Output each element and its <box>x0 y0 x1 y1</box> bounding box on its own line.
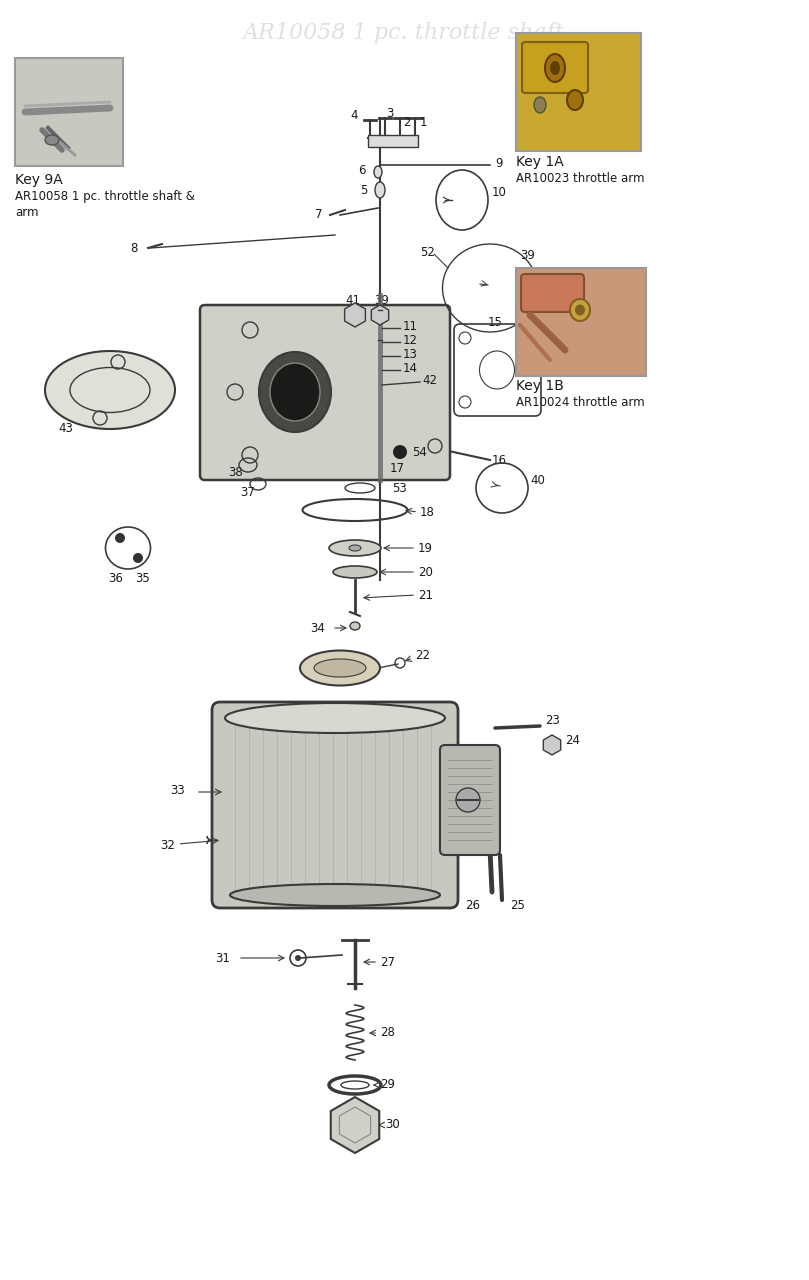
Ellipse shape <box>575 305 585 315</box>
Text: 11: 11 <box>403 320 418 333</box>
Ellipse shape <box>550 61 560 76</box>
Text: AR10058 1 pc. throttle shaft &: AR10058 1 pc. throttle shaft & <box>15 189 195 202</box>
Text: 41: 41 <box>345 293 360 306</box>
Text: 24: 24 <box>565 733 580 746</box>
Ellipse shape <box>375 182 385 198</box>
Text: 25: 25 <box>510 899 525 911</box>
Text: 19: 19 <box>418 541 433 554</box>
Circle shape <box>115 532 125 543</box>
Text: arm: arm <box>15 206 39 219</box>
Text: 26: 26 <box>465 899 480 911</box>
FancyBboxPatch shape <box>440 745 500 855</box>
Text: 36: 36 <box>108 571 123 585</box>
Text: 33: 33 <box>170 783 184 796</box>
Ellipse shape <box>374 166 382 178</box>
Text: 31: 31 <box>215 951 230 965</box>
Text: 43: 43 <box>58 421 73 434</box>
Ellipse shape <box>329 540 381 556</box>
Ellipse shape <box>300 650 380 686</box>
Text: 38: 38 <box>228 466 243 479</box>
FancyBboxPatch shape <box>522 42 588 93</box>
Ellipse shape <box>349 545 361 550</box>
Text: 13: 13 <box>403 347 418 361</box>
Text: 29: 29 <box>380 1079 395 1092</box>
Text: 14: 14 <box>403 361 418 375</box>
Text: 32: 32 <box>160 838 218 851</box>
Text: 28: 28 <box>380 1027 395 1039</box>
Text: 16: 16 <box>492 453 507 466</box>
Text: 52: 52 <box>420 246 435 259</box>
Text: 40: 40 <box>530 474 545 486</box>
Text: 20: 20 <box>418 566 433 579</box>
Bar <box>368 134 418 147</box>
Text: AR10024 throttle arm: AR10024 throttle arm <box>516 396 645 408</box>
Text: 5: 5 <box>360 183 367 197</box>
Bar <box>15 58 123 166</box>
Text: 27: 27 <box>380 955 395 969</box>
Text: 23: 23 <box>545 713 560 727</box>
Text: 10: 10 <box>492 186 507 198</box>
Text: 9: 9 <box>495 156 502 169</box>
Text: 37: 37 <box>240 485 255 498</box>
Ellipse shape <box>270 364 320 421</box>
FancyBboxPatch shape <box>212 701 458 908</box>
Bar <box>516 268 646 376</box>
Circle shape <box>456 788 480 812</box>
Text: Key 1A: Key 1A <box>516 155 564 169</box>
Text: 34: 34 <box>310 622 325 635</box>
Text: AR10023 throttle arm: AR10023 throttle arm <box>516 172 645 184</box>
Text: 21: 21 <box>418 589 433 602</box>
Text: Key 1B: Key 1B <box>516 379 564 393</box>
Text: 4: 4 <box>350 109 358 122</box>
Ellipse shape <box>545 54 565 82</box>
Text: 54: 54 <box>412 445 427 458</box>
Text: AR10058 1 pc. throttle shaft: AR10058 1 pc. throttle shaft <box>243 22 565 44</box>
Ellipse shape <box>259 352 331 433</box>
Text: 3: 3 <box>386 106 393 119</box>
FancyBboxPatch shape <box>521 274 584 312</box>
Text: 6: 6 <box>358 164 366 177</box>
Text: 39: 39 <box>520 248 535 261</box>
Text: 18: 18 <box>420 506 435 518</box>
Text: 53: 53 <box>392 481 407 494</box>
Text: 12: 12 <box>403 334 418 347</box>
Text: 42: 42 <box>422 374 437 387</box>
Text: 7: 7 <box>315 207 323 220</box>
Text: 17: 17 <box>390 462 405 475</box>
Text: 15: 15 <box>488 315 503 329</box>
Text: Key 9A: Key 9A <box>15 173 63 187</box>
Text: 22: 22 <box>415 649 430 662</box>
Ellipse shape <box>534 97 546 113</box>
Text: 1: 1 <box>420 115 427 128</box>
Ellipse shape <box>45 134 59 145</box>
Ellipse shape <box>230 884 440 906</box>
Ellipse shape <box>314 659 366 677</box>
Text: 30: 30 <box>385 1119 400 1132</box>
Ellipse shape <box>45 351 175 429</box>
Circle shape <box>295 955 301 961</box>
Ellipse shape <box>567 90 583 110</box>
Ellipse shape <box>333 566 377 579</box>
Text: 35: 35 <box>135 571 150 585</box>
Text: 39: 39 <box>374 293 389 306</box>
Circle shape <box>133 553 143 563</box>
Text: 2: 2 <box>403 115 410 128</box>
Bar <box>516 33 641 151</box>
Ellipse shape <box>570 300 590 321</box>
Circle shape <box>393 445 407 460</box>
FancyBboxPatch shape <box>200 305 450 480</box>
Ellipse shape <box>225 703 445 733</box>
Text: 8: 8 <box>130 242 138 255</box>
Ellipse shape <box>350 622 360 630</box>
